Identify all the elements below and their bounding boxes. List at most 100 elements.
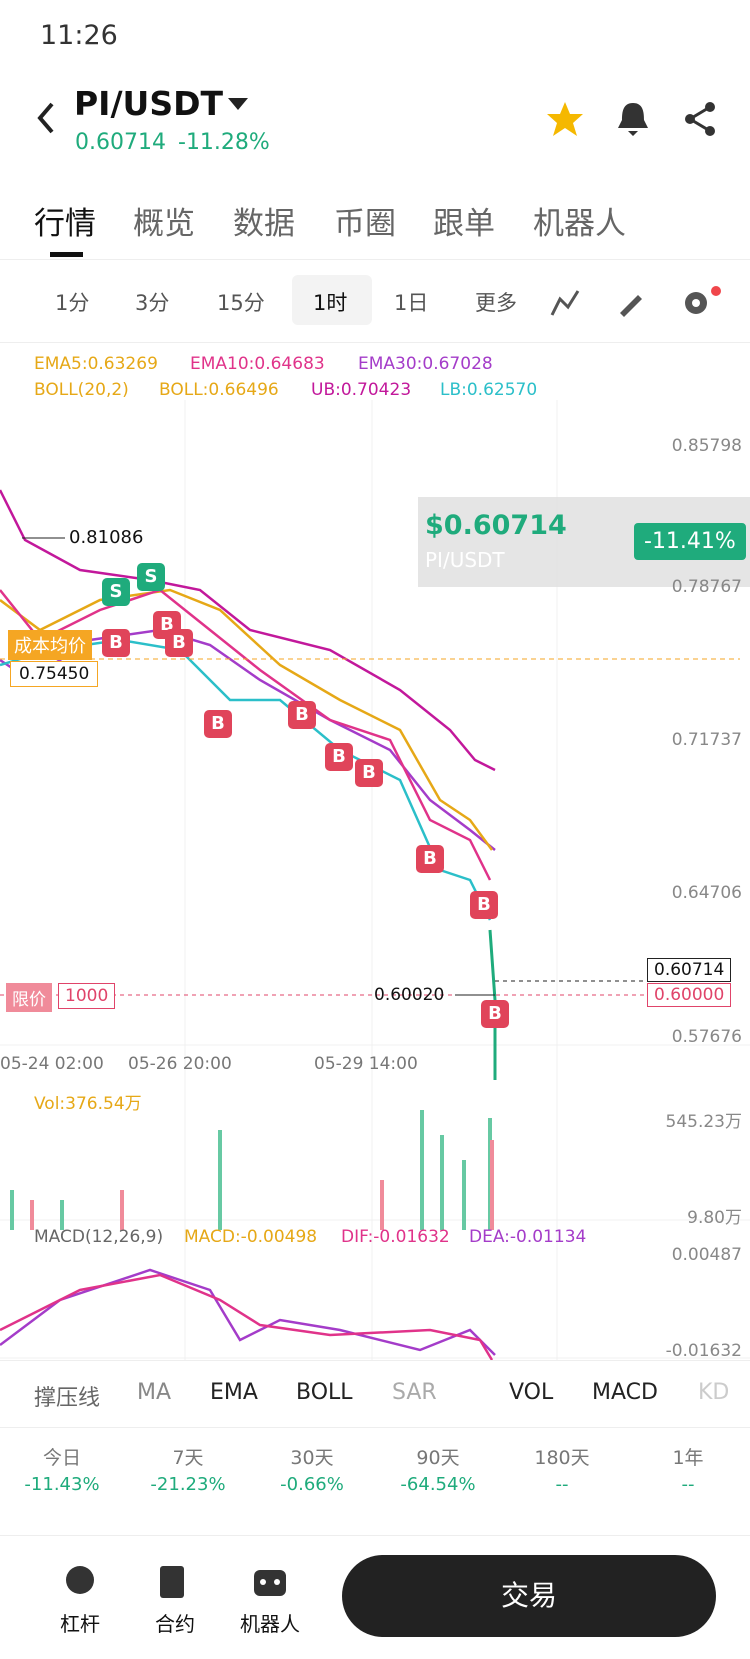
perf-period: 今日 [42, 1447, 81, 1469]
perf-change: -11.43% [24, 1474, 100, 1495]
volume-axis-label: 545.23万 [665, 1112, 742, 1132]
perf-period: 1年 [672, 1447, 704, 1469]
price-box-change: -11.41% [634, 523, 746, 560]
ema-label: EMA10:0.64683 [190, 354, 325, 374]
price-axis-label: 0.57676 [671, 1027, 742, 1047]
price-axis-label: 0.71737 [671, 730, 742, 750]
trade-marker: B [416, 845, 444, 873]
trade-marker: B [204, 710, 232, 738]
indicator-tab[interactable]: MA [137, 1380, 172, 1405]
interval[interactable]: 1时 [313, 291, 348, 315]
macd-axis-label: -0.01632 [665, 1341, 742, 1361]
macd-label: DIF:-0.01632 [341, 1227, 450, 1247]
perf-period: 7天 [172, 1447, 204, 1469]
price-axis-label: 0.78767 [671, 577, 742, 597]
macd-label: DEA:-0.01134 [469, 1227, 587, 1247]
price-box-pair: PI/USDT [425, 548, 505, 572]
time-axis-label: 05-24 02:00 [0, 1054, 104, 1074]
indicator-tab[interactable]: BOLL [296, 1380, 353, 1405]
limit-qty[interactable]: 1000 [58, 983, 116, 1009]
perf-change: -64.54% [400, 1474, 476, 1495]
trade-marker: S [102, 578, 130, 606]
nav-item[interactable]: 机器人 [240, 1612, 300, 1636]
trade-marker: B [288, 701, 316, 729]
pair-title[interactable]: PI/USDT [74, 84, 223, 123]
indicator-tab[interactable]: VOL [509, 1380, 554, 1405]
perf-period: 90天 [416, 1447, 460, 1469]
interval[interactable]: 更多 [475, 291, 517, 315]
indicator-tab[interactable]: 撑压线 [34, 1386, 101, 1411]
indicator-tab[interactable]: EMA [210, 1380, 258, 1405]
time-axis-label: 05-26 20:00 [128, 1054, 232, 1074]
nav-icons [66, 1566, 286, 1598]
header-change: -11.28% [178, 130, 270, 155]
interval[interactable]: 1日 [394, 291, 429, 315]
order-price-tag: 0.60000 [647, 983, 732, 1007]
volume-axis-label: 9.80万 [687, 1208, 742, 1228]
cost-value: 0.75450 [10, 661, 99, 687]
interval[interactable]: 15分 [217, 291, 265, 315]
tab[interactable]: 币圈 [334, 206, 396, 242]
nav-item[interactable]: 杠杆 [60, 1612, 100, 1636]
trade-marker: B [102, 629, 130, 657]
macd-axis-label: 0.00487 [671, 1245, 742, 1265]
time-axis-label: 05-29 14:00 [314, 1054, 418, 1074]
perf-change: -- [555, 1474, 569, 1495]
divider [0, 1360, 750, 1361]
tab[interactable]: 跟单 [433, 206, 495, 242]
favorite-star[interactable] [545, 100, 585, 138]
indicator-tab[interactable]: KD [698, 1380, 730, 1405]
macd-label: MACD:-0.00498 [184, 1227, 318, 1247]
limit-label[interactable]: 限价 [6, 983, 52, 1012]
trade-marker: S [137, 563, 165, 591]
high-label: 0.81086 [69, 527, 144, 548]
nav-item[interactable]: 合约 [155, 1612, 195, 1636]
tab[interactable]: 概览 [133, 206, 195, 242]
indicator-tab[interactable]: SAR [392, 1380, 437, 1405]
perf-change: -0.66% [280, 1474, 344, 1495]
boll-label: UB:0.70423 [311, 380, 412, 400]
trade-marker: B [355, 759, 383, 787]
tab[interactable]: 机器人 [533, 206, 626, 242]
perf-period: 180天 [534, 1447, 590, 1469]
trade-marker: B [481, 1000, 509, 1028]
perf-period: 30天 [290, 1447, 334, 1469]
perf-change: -21.23% [150, 1474, 226, 1495]
indicator-tab[interactable]: MACD [592, 1380, 658, 1405]
boll-label: BOLL:0.66496 [159, 380, 279, 400]
status-time: 11:26 [40, 20, 118, 51]
chart-tools[interactable] [548, 285, 748, 321]
price-box-price: $0.60714 [425, 510, 567, 541]
volume-label: Vol:376.54万 [34, 1094, 142, 1114]
tab[interactable]: 数据 [233, 206, 295, 242]
header-price: 0.60714 [75, 130, 166, 155]
divider [0, 1535, 750, 1536]
tab-underline [50, 252, 83, 257]
trade-marker: B [165, 629, 193, 657]
tab[interactable]: 行情 [34, 206, 96, 242]
divider [0, 1427, 750, 1428]
price-axis-label: 0.64706 [671, 883, 742, 903]
share-icon[interactable] [682, 100, 718, 138]
boll-label: BOLL(20,2) [34, 380, 129, 400]
interval[interactable]: 1分 [55, 291, 90, 315]
dropdown-arrow[interactable] [228, 98, 248, 112]
divider [0, 342, 750, 343]
boll-label: LB:0.62570 [440, 380, 538, 400]
trade-marker: B [470, 891, 498, 919]
perf-change: -- [681, 1474, 695, 1495]
chart-canvas [0, 400, 750, 1360]
alert-icon[interactable] [615, 100, 651, 138]
trade-button[interactable]: 交易 [342, 1555, 716, 1637]
price-axis-label: 0.85798 [671, 436, 742, 456]
cost-label: 成本均价 [8, 630, 92, 660]
ema-label: EMA30:0.67028 [358, 354, 493, 374]
interval[interactable]: 3分 [135, 291, 170, 315]
current-price-tag: 0.60714 [647, 958, 732, 982]
interval-selected-bg [292, 275, 372, 325]
back-button[interactable] [30, 92, 60, 142]
divider [0, 259, 750, 260]
macd-label: MACD(12,26,9) [34, 1227, 164, 1247]
trade-marker: B [325, 743, 353, 771]
